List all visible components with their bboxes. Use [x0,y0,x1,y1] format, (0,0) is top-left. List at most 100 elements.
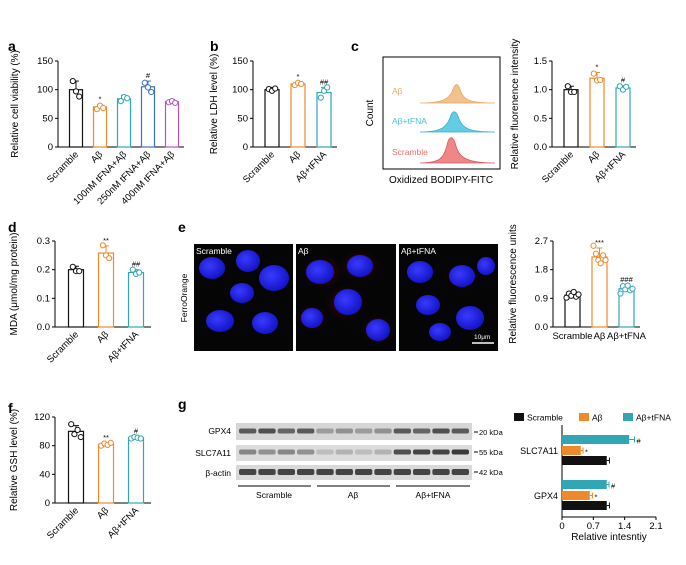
significance-mark: * [99,95,102,104]
bar [615,87,631,148]
x-tick-label: 0 [559,521,564,532]
x-tick-label: 2.1 [649,521,662,532]
x-tick-label: Scramble [540,149,576,185]
blot-bands [239,428,469,475]
y-tick-label: 0.0 [37,322,50,333]
data-point [136,269,143,276]
category-label: GPX4 [534,491,558,501]
x-tick-label: 1.4 [618,521,631,532]
data-point [317,94,324,101]
blot-band [355,428,373,434]
data-point [77,433,84,441]
data-point [617,290,624,297]
legend-label: Aβ [592,413,603,423]
data-point [570,288,577,296]
data-point [107,439,114,446]
y-axis-label: Relative cell viability (%) [10,50,21,158]
blot-band [432,469,450,475]
blot-band [297,469,315,475]
data-point [623,83,630,90]
blot-strip-actin [236,465,472,480]
blot-band [335,469,353,475]
bar [67,430,85,504]
x-tick-label: Aβ [95,505,112,522]
bar [97,443,115,504]
blot-group-abeta-tfna: Aβ+tFNA [416,490,451,500]
blot-band [297,449,315,455]
x-axis-label: Relative intesntiy [571,532,647,543]
legend-label: Scramble [527,413,563,423]
micro-cells-scramble [198,250,289,334]
panel-label-e: e [178,219,186,235]
blot-band [277,449,295,455]
bar [140,86,156,148]
data-point [602,257,609,264]
blot-band [258,428,276,434]
bar [562,435,630,444]
x-tick-label: Scramble [552,331,592,342]
bar [562,491,590,500]
blot-strip-gpx4 [236,423,472,440]
flow-label-abeta-tfna: Aβ+tFNA [392,116,427,126]
y-tick-label: 0 [48,142,53,153]
data-point [100,104,107,112]
x-tick-label: Aβ [594,331,606,342]
data-point [571,88,578,96]
y-tick-label: 0.1 [37,293,50,304]
blot-band [355,469,373,475]
data-point [69,263,76,270]
y-tick-label: 150 [37,56,53,67]
y-tick-label: 100 [37,85,53,96]
blot-band [239,469,257,475]
significance-mark: # [146,71,151,80]
blot-row-actin: β-actin [205,468,231,478]
blot-band [277,469,295,475]
bar [562,501,607,510]
chart-e: 0.0 0.9 1.8 2.7 Relative fluorescence units S… [508,224,647,344]
y-tick-label: 0 [45,498,50,509]
blot-marker-55: 55 kDa [479,448,504,457]
bar [97,252,115,328]
bar [127,271,145,328]
blot-band [451,449,469,455]
blot-marker-20: 20 kDa [479,428,504,437]
x-tick-label: Aβ+tFNA [106,505,142,541]
flow-ylabel: Count [365,99,376,126]
y-tick-label: 0.5 [534,113,547,124]
chart-b: 0 50 100 150 Relative LDH level (%) Scramble *… [209,54,337,185]
chart-a: 0 50 100 150 Relative cell viability (%) Scra… [10,50,184,207]
stain-label: FerroOrange [179,273,189,322]
y-tick-label: 0.3 [37,236,50,247]
data-point [117,98,124,105]
x-tick-label: Scramble [241,149,277,185]
blot-band [239,449,257,455]
y-tick-label: 1.0 [534,85,547,96]
blot-band [316,449,334,455]
legend-label: Aβ+tFNA [636,413,671,423]
significance-mark: * [297,72,300,81]
data-point [272,85,279,92]
data-point [597,76,604,84]
y-axis-label: Relative fluorenence intensity [510,39,521,170]
flow-label-scramble: Scramble [392,147,428,157]
y-tick-label: 100 [232,85,248,96]
blot-band [316,428,334,434]
panel-label-f: f [8,400,13,416]
blot-marker-42: 42 kDa [479,468,504,477]
legend-swatch [514,413,524,421]
panel-label-a: a [8,38,16,54]
y-tick-label: 120 [34,412,50,423]
chart-f: 0 40 80 120 Relative GSH level (%) Scramble **… [9,409,151,541]
blot-group-abeta: Aβ [348,490,359,500]
significance-mark: ** [103,433,109,442]
bar [589,77,605,148]
flow-label-abeta: Aβ [392,86,403,96]
x-tick-label: 0.7 [587,521,600,532]
data-point [597,260,604,267]
data-point [564,83,571,90]
y-tick-label: 150 [232,56,248,67]
blot-band [335,428,353,434]
blot-band [451,428,469,434]
bar [127,437,145,504]
